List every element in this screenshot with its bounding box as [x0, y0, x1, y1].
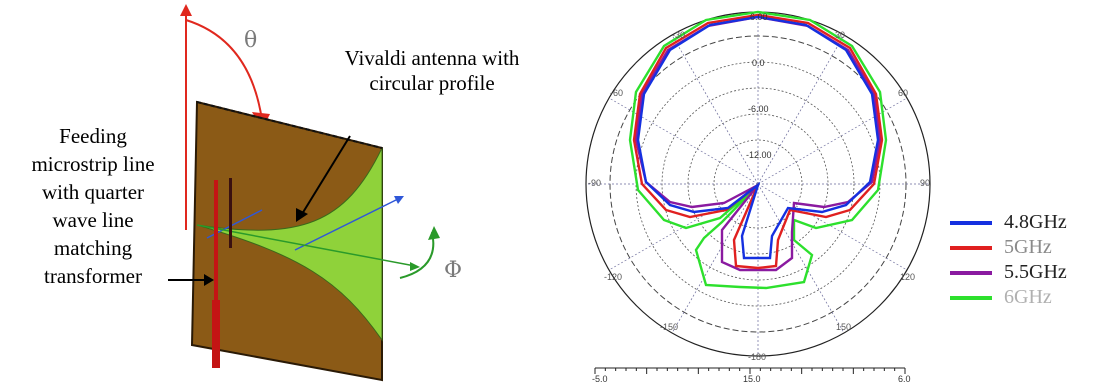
legend-label: 6GHz	[1004, 286, 1052, 308]
angle-label-m150: -150	[660, 322, 678, 332]
vivaldi-label-line-1: Vivaldi antenna with	[344, 46, 520, 70]
polar-spoke	[757, 183, 908, 271]
angle-label-m60: -60	[610, 88, 623, 98]
board-top-edge	[196, 101, 383, 149]
top-arrowhead	[180, 4, 192, 16]
polar-spoke	[757, 183, 845, 334]
legend-item-6ghz: 6GHz	[950, 285, 1100, 310]
legend: 4.8GHz 5GHz 5.5GHz 6GHz	[950, 210, 1100, 310]
legend-item-4-8ghz: 4.8GHz	[950, 210, 1100, 235]
trace-4_8ghz	[636, 15, 880, 260]
feed-label-line-3: with quarter	[41, 180, 145, 204]
vivaldi-pointer	[301, 135, 351, 215]
legend-swatch	[950, 270, 992, 275]
feed-label-line-5: matching	[53, 236, 133, 260]
phi-arrow	[399, 231, 435, 279]
microstrip-line	[214, 180, 218, 365]
theta-symbol: θ	[244, 28, 258, 53]
top-value-label: 6.00	[750, 12, 768, 22]
feed-label-line-6: transformer	[44, 264, 142, 288]
vivaldi-pointer-head	[296, 208, 308, 222]
polar-spoke	[671, 183, 759, 334]
angle-label-60: 60	[898, 88, 908, 98]
legend-item-5ghz: 5GHz	[950, 235, 1100, 260]
x-axis	[196, 224, 416, 267]
angle-label-30: 30	[835, 30, 845, 40]
angle-label-m30: -30	[672, 30, 685, 40]
polar-plot: 6.00 0.0 -6.00 -12.00 -30 30 -60 60 -90 …	[585, 10, 931, 384]
ring-label-0: 0.0	[752, 58, 765, 68]
angle-label-m120: -120	[604, 272, 622, 282]
phi-arrowhead	[428, 226, 440, 240]
legend-swatch	[950, 245, 992, 250]
theta-arrow	[185, 19, 263, 121]
vivaldi-label-line-2: circular profile	[369, 71, 495, 95]
scale-bar	[594, 367, 906, 374]
vivaldi-slot	[196, 147, 383, 342]
legend-label: 5GHz	[1004, 236, 1052, 258]
trace-5ghz	[632, 13, 884, 270]
feed-dark-post	[229, 178, 232, 248]
ring-label-6: -6.00	[748, 104, 769, 114]
antenna-diagram	[168, 4, 440, 382]
x-axis-arrowhead	[410, 262, 420, 271]
legend-item-5-5ghz: 5.5GHz	[950, 260, 1100, 285]
vivaldi-label: Vivaldi antenna with circular profile	[312, 46, 552, 96]
legend-label: 5.5GHz	[1004, 261, 1067, 283]
feed-label: Feeding microstrip line with quarter wav…	[18, 122, 168, 290]
feed-label-line-4: wave line	[52, 208, 134, 232]
feed-pointer-head	[204, 274, 214, 286]
feed-label-line-2: microstrip line	[31, 152, 155, 176]
trace-6ghz	[628, 10, 888, 290]
y-axis-arrowhead	[394, 196, 404, 204]
scale-label-left: -5.0	[592, 374, 608, 384]
polar-spoke	[757, 97, 908, 185]
scale-label-right: 6.0	[898, 374, 911, 384]
angle-label-120: 120	[900, 272, 915, 282]
angle-label-m90: -90	[588, 178, 601, 188]
polar-spoke	[757, 34, 845, 185]
legend-label: 4.8GHz	[1004, 211, 1067, 233]
angle-label-180: -180	[748, 352, 766, 362]
ring-label-12: -12.00	[746, 150, 772, 160]
scale-label-mid: 15.0	[743, 374, 761, 384]
feed-label-line-1: Feeding	[59, 124, 127, 148]
legend-swatch	[950, 220, 992, 225]
angle-label-150: 150	[836, 322, 851, 332]
polar-spoke	[608, 97, 759, 185]
phi-symbol: Φ	[444, 258, 463, 283]
quarter-wave-section	[212, 300, 220, 368]
legend-swatch	[950, 295, 992, 300]
polar-spoke	[671, 34, 759, 185]
angle-label-90: 90	[920, 178, 930, 188]
y-axis	[294, 197, 401, 251]
